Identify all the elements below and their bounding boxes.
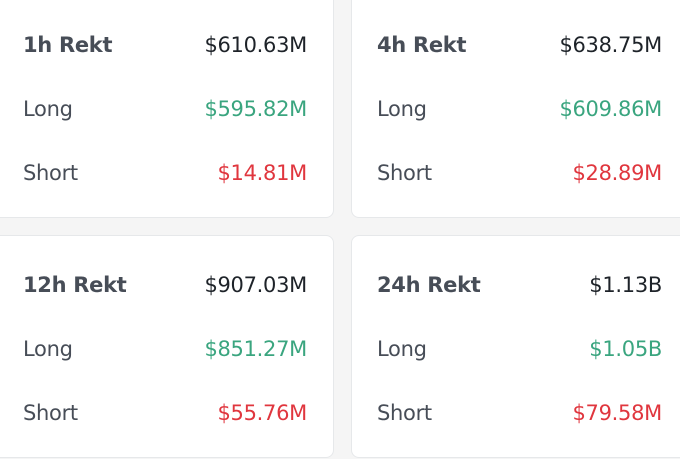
total-value: $907.03M xyxy=(204,273,307,297)
card-title: 4h Rekt xyxy=(377,33,467,57)
long-label: Long xyxy=(23,337,73,361)
total-row: 12h Rekt $907.03M xyxy=(23,273,307,297)
long-row: Long $851.27M xyxy=(23,337,307,361)
short-value: $79.58M xyxy=(572,401,663,425)
card-title: 1h Rekt xyxy=(23,33,113,57)
rekt-card: 24h Rekt $1.13B Long $1.05B Short $79.58M xyxy=(351,235,680,458)
short-label: Short xyxy=(377,161,432,185)
long-row: Long $595.82M xyxy=(23,97,307,121)
long-row: Long $609.86M xyxy=(377,97,662,121)
total-row: 24h Rekt $1.13B xyxy=(377,273,662,297)
long-value: $595.82M xyxy=(204,97,307,121)
total-value: $1.13B xyxy=(589,273,662,297)
total-value: $638.75M xyxy=(559,33,662,57)
rekt-card: 4h Rekt $638.75M Long $609.86M Short $28.89… xyxy=(351,0,680,218)
long-value: $851.27M xyxy=(204,337,307,361)
short-row: Short $14.81M xyxy=(23,161,307,185)
short-label: Short xyxy=(23,401,78,425)
total-row: 1h Rekt $610.63M xyxy=(23,33,307,57)
long-label: Long xyxy=(377,337,427,361)
card-title: 24h Rekt xyxy=(377,273,481,297)
long-value: $609.86M xyxy=(559,97,662,121)
total-value: $610.63M xyxy=(204,33,307,57)
long-value: $1.05B xyxy=(589,337,662,361)
short-row: Short $79.58M xyxy=(377,401,662,425)
total-row: 4h Rekt $638.75M xyxy=(377,33,662,57)
long-label: Long xyxy=(377,97,427,121)
short-row: Short $55.76M xyxy=(23,401,307,425)
short-value: $55.76M xyxy=(217,401,308,425)
long-label: Long xyxy=(23,97,73,121)
short-label: Short xyxy=(23,161,78,185)
short-value: $14.81M xyxy=(217,161,308,185)
long-row: Long $1.05B xyxy=(377,337,662,361)
rekt-card: 1h Rekt $610.63M Long $595.82M Short $14.81… xyxy=(0,0,334,218)
rekt-card: 12h Rekt $907.03M Long $851.27M Short $55.7… xyxy=(0,235,334,458)
card-title: 12h Rekt xyxy=(23,273,127,297)
short-value: $28.89M xyxy=(572,161,663,185)
short-label: Short xyxy=(377,401,432,425)
short-row: Short $28.89M xyxy=(377,161,662,185)
